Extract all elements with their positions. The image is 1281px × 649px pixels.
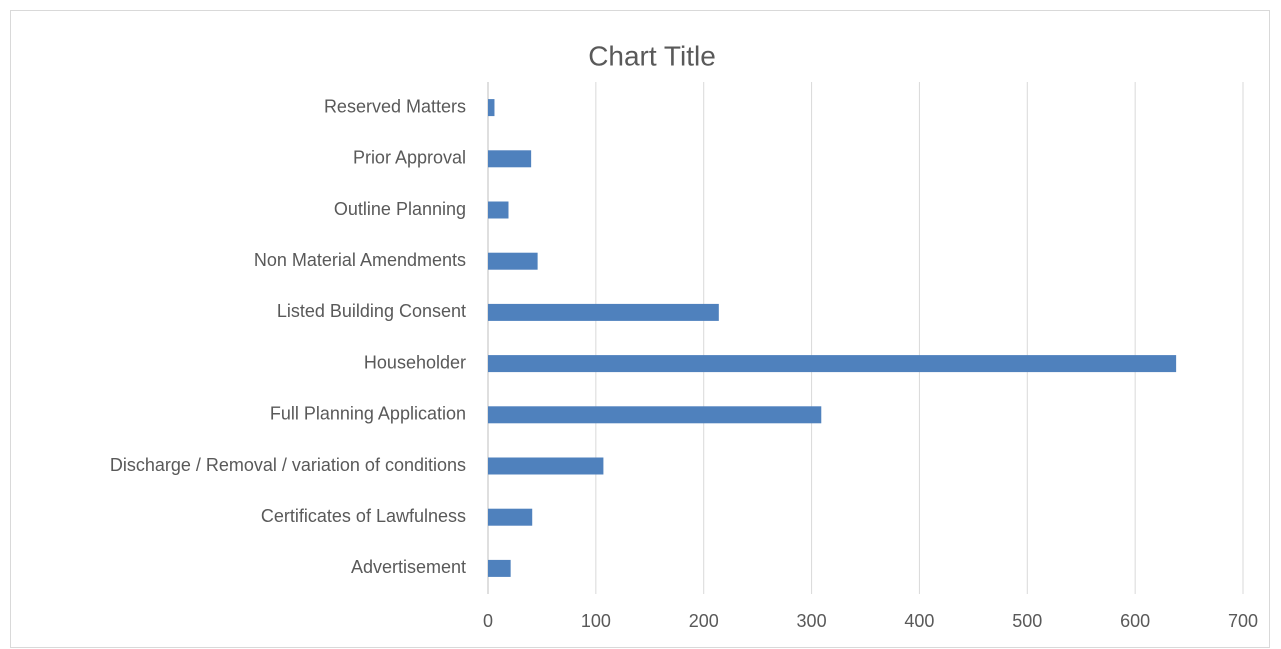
x-tick-label: 400 (904, 611, 934, 631)
y-tick-label: Non Material Amendments (254, 250, 466, 270)
bar (488, 406, 822, 424)
x-tick-label: 600 (1120, 611, 1150, 631)
bar (488, 99, 495, 117)
bar (488, 355, 1177, 373)
bar (488, 303, 719, 321)
bar (488, 252, 538, 270)
y-tick-label: Outline Planning (334, 199, 466, 219)
x-tick-label: 0 (483, 611, 493, 631)
x-tick-label: 300 (797, 611, 827, 631)
x-tick-label: 200 (689, 611, 719, 631)
y-tick-label: Reserved Matters (324, 96, 466, 116)
y-tick-label: Advertisement (351, 557, 466, 577)
y-tick-label: Householder (364, 352, 466, 372)
bar (488, 457, 604, 475)
bar (488, 150, 532, 168)
y-tick-label: Discharge / Removal / variation of condi… (110, 455, 466, 475)
y-tick-label: Listed Building Consent (277, 301, 466, 321)
x-tick-label: 100 (581, 611, 611, 631)
bar (488, 508, 533, 526)
bar (488, 559, 511, 577)
y-tick-label: Certificates of Lawfulness (261, 506, 466, 526)
chart-title: Chart Title (588, 40, 716, 71)
chart-frame (10, 10, 1270, 648)
x-tick-label: 700 (1228, 611, 1258, 631)
bar (488, 201, 509, 219)
x-tick-label: 500 (1012, 611, 1042, 631)
y-tick-label: Prior Approval (353, 148, 466, 168)
y-tick-label: Full Planning Application (270, 404, 466, 424)
